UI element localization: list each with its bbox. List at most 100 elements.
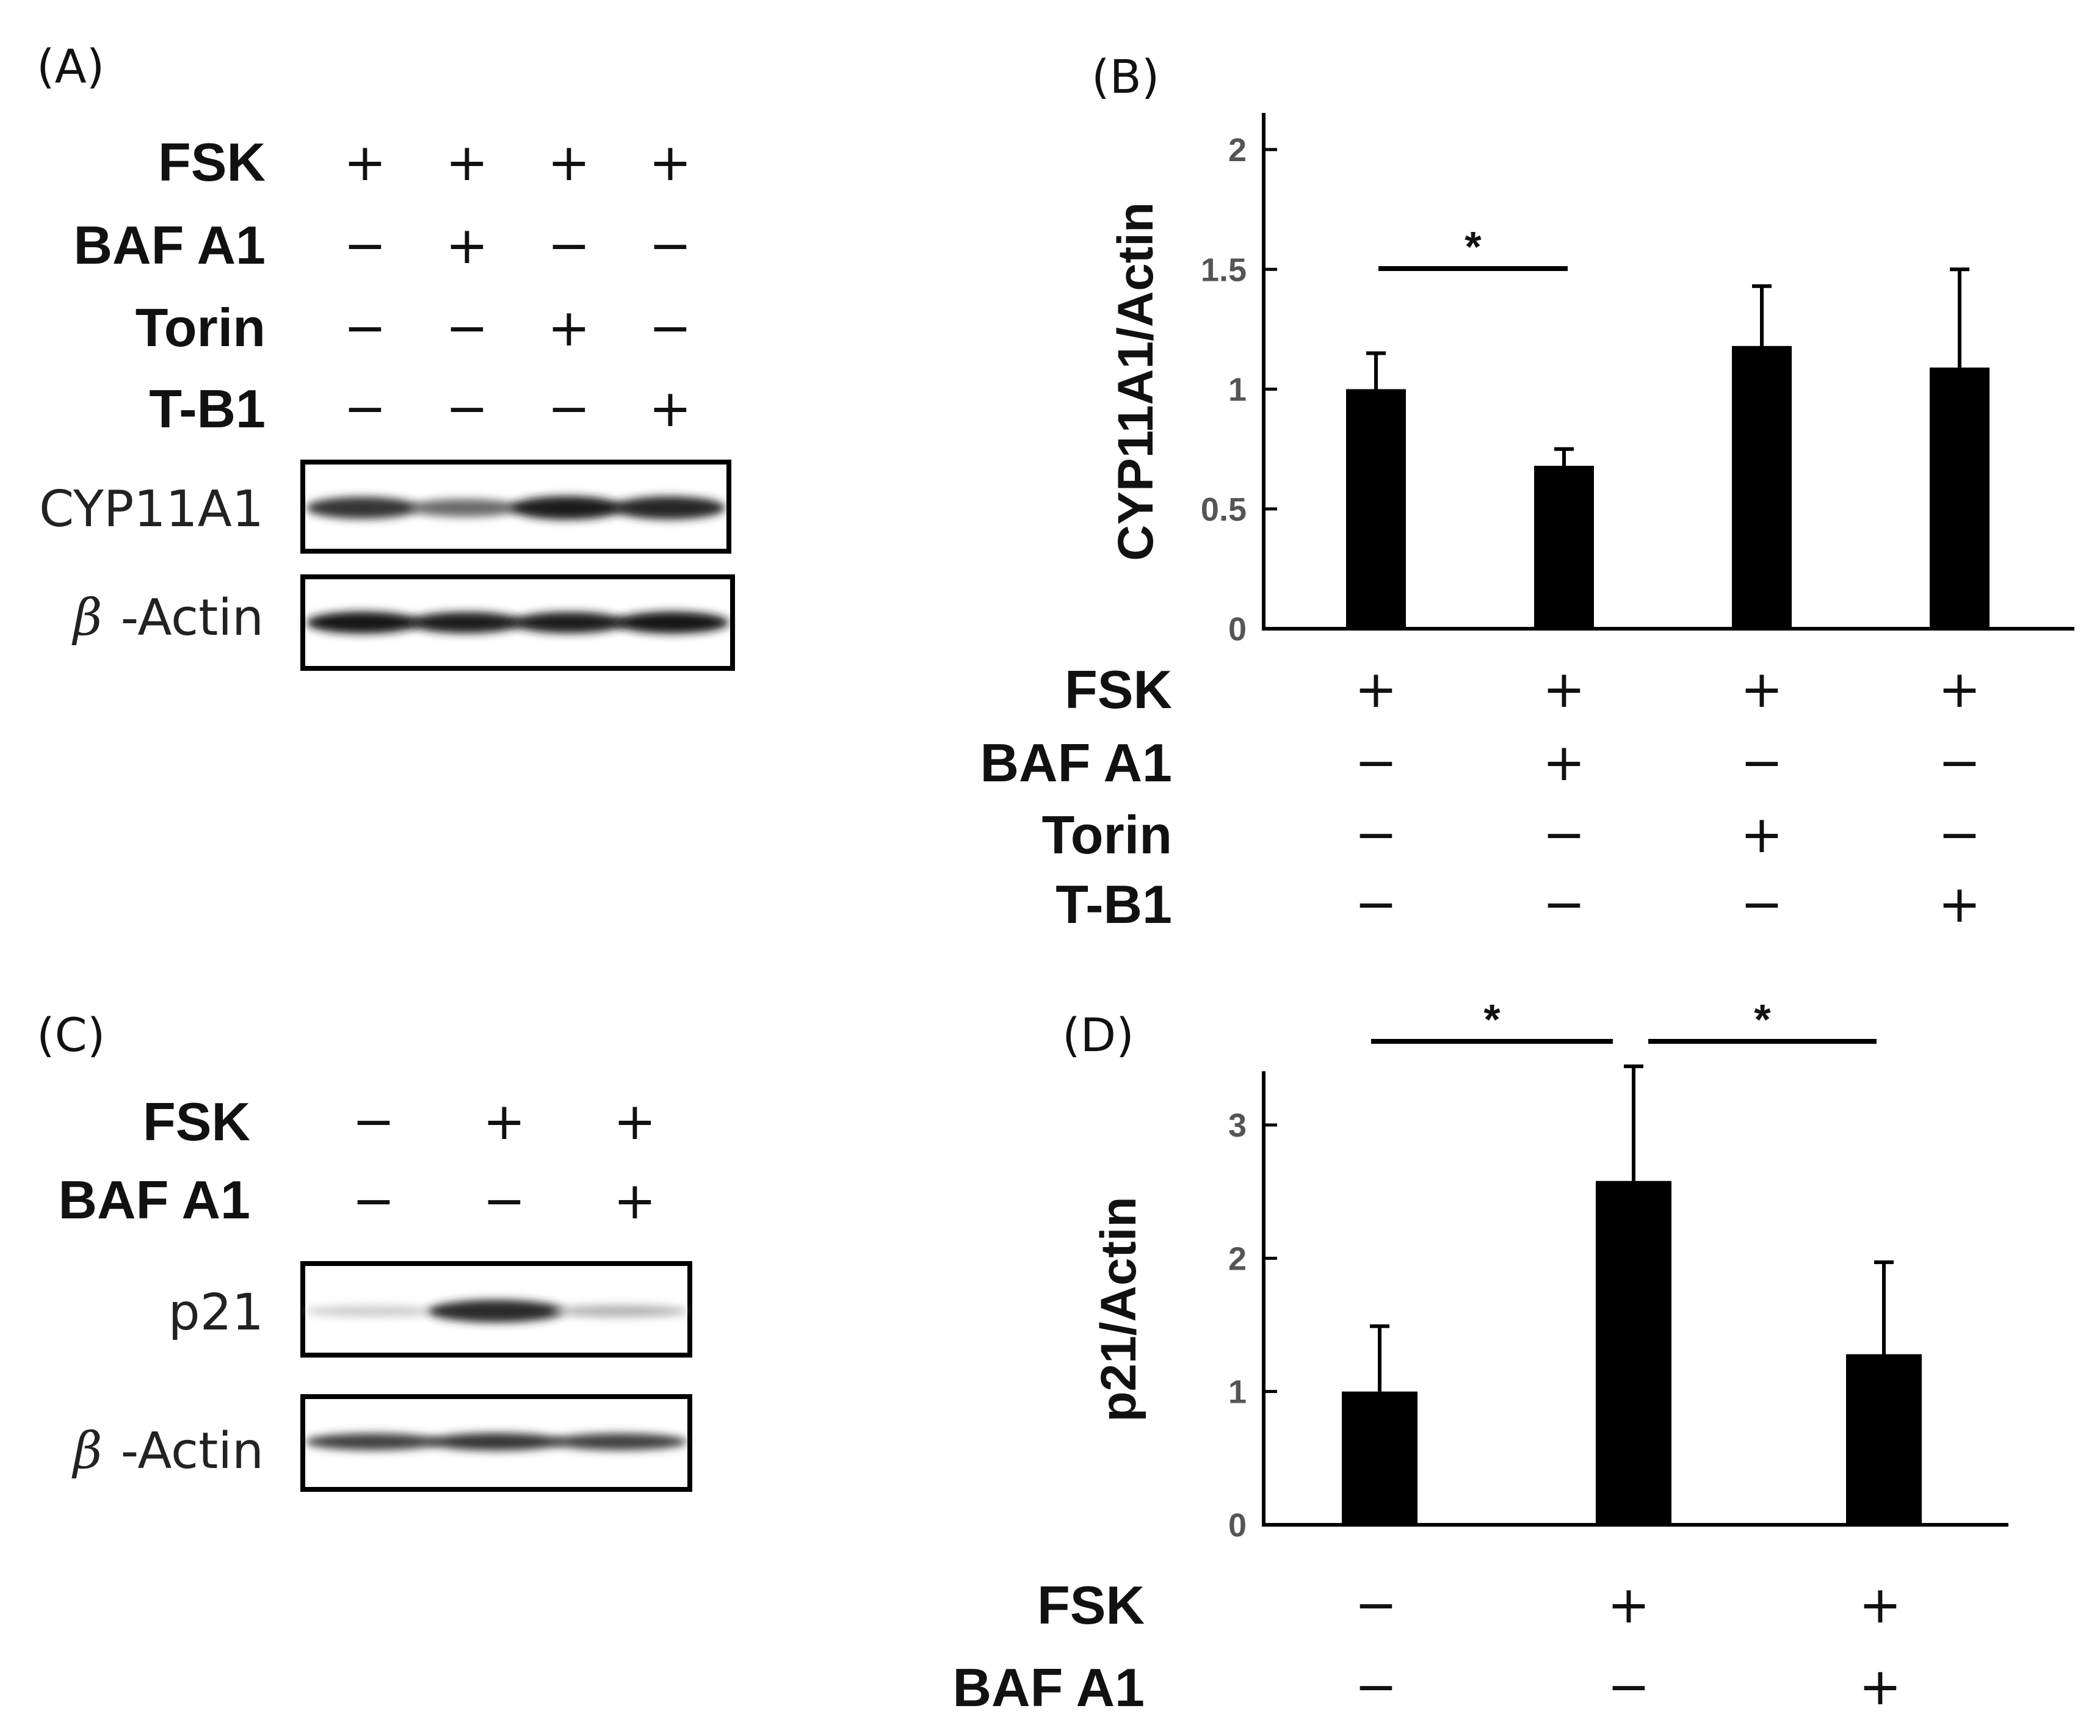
y-tick-label: 0 bbox=[1228, 1507, 1247, 1544]
y-tick-label: 1 bbox=[1228, 372, 1247, 408]
b-bafa1-bar2: + bbox=[1543, 732, 1585, 792]
band-lane-2 bbox=[408, 499, 521, 517]
band-lane-3 bbox=[551, 1304, 688, 1318]
panel-c: (C) FSK BAF A1 − + + − − + p21 β -Actin bbox=[37, 1008, 692, 1492]
blot-cyp11a1: CYP11A1 bbox=[39, 460, 731, 554]
d-fsk-bar3: + bbox=[1859, 1575, 1902, 1635]
chart-d-condition-table: FSK BAF A1 − + + − − + bbox=[952, 1575, 1902, 1718]
chart-b-ylabel: CYP11A1/Actin bbox=[1108, 202, 1164, 561]
bar-2 bbox=[1534, 466, 1594, 629]
band-lane-1 bbox=[306, 496, 419, 519]
significance-star: * bbox=[1465, 223, 1482, 270]
a-fsk-lane4: + bbox=[649, 132, 692, 192]
b-torin-bar2: − bbox=[1543, 805, 1585, 864]
b-fsk-bar1: + bbox=[1355, 659, 1397, 719]
band-lane-3 bbox=[512, 612, 626, 634]
panel-c-condition-table: FSK BAF A1 − + + − − + bbox=[58, 1091, 656, 1231]
b-bafa1-bar1: − bbox=[1355, 732, 1397, 792]
a-tb1-lane3: − bbox=[548, 378, 590, 438]
y-tick-label: 0.5 bbox=[1201, 491, 1247, 528]
band-lane-3 bbox=[551, 1433, 688, 1450]
band-lane-2 bbox=[409, 612, 523, 634]
b-bafa1-bar3: − bbox=[1740, 732, 1783, 792]
c-bafa1-lane1: − bbox=[352, 1171, 395, 1231]
blot-actin-c-bands bbox=[305, 1433, 688, 1451]
b-row-label-fsk: FSK bbox=[1065, 659, 1172, 720]
a-row-label-tb1: T-B1 bbox=[149, 378, 266, 439]
d-row-label-bafa1: BAF A1 bbox=[952, 1657, 1145, 1718]
d-fsk-bar2: + bbox=[1607, 1575, 1650, 1635]
bar-2 bbox=[1596, 1181, 1671, 1525]
panel-b-label: (B) bbox=[1092, 49, 1159, 104]
c-fsk-lane3: + bbox=[614, 1091, 656, 1151]
blot-actin-a-label: -Actin bbox=[121, 589, 264, 647]
blot-p21-label: p21 bbox=[168, 1284, 264, 1342]
bar-4 bbox=[1930, 367, 1990, 629]
chart-b: 0 0.5 1 1.5 2 * bbox=[1201, 113, 2074, 648]
b-fsk-bar4: + bbox=[1938, 659, 1981, 719]
blot-p21-bands bbox=[305, 1300, 688, 1323]
b-torin-bar3: + bbox=[1740, 805, 1783, 864]
panel-c-label: (C) bbox=[37, 1008, 105, 1062]
b-tb1-bar4: + bbox=[1938, 874, 1981, 934]
a-torin-lane1: − bbox=[344, 298, 386, 358]
chart-d-ylabel: p21/Actin bbox=[1091, 1196, 1146, 1422]
band-lane-1 bbox=[305, 1433, 441, 1450]
significance-star: * bbox=[1483, 996, 1501, 1043]
a-fsk-lane3: + bbox=[548, 132, 590, 192]
b-tb1-bar3: − bbox=[1740, 874, 1783, 934]
y-tick-label: 2 bbox=[1228, 1240, 1247, 1277]
blot-actin-a: β -Actin bbox=[71, 574, 735, 671]
a-bafa1-lane2: + bbox=[446, 215, 488, 275]
band-lane-2 bbox=[428, 1300, 565, 1323]
c-fsk-lane1: − bbox=[352, 1091, 395, 1151]
band-lane-4 bbox=[615, 612, 730, 634]
y-tick-label: 1.5 bbox=[1201, 251, 1247, 288]
y-tick-label: 3 bbox=[1228, 1107, 1247, 1144]
b-row-label-torin: Torin bbox=[1042, 805, 1172, 865]
d-fsk-bar1: − bbox=[1355, 1575, 1397, 1635]
a-torin-lane4: − bbox=[649, 298, 692, 358]
panel-a-condition-table: FSK BAF A1 Torin T-B1 + + + + − + − − − … bbox=[73, 132, 692, 439]
d-bafa1-bar1: − bbox=[1355, 1657, 1397, 1716]
bar-1 bbox=[1346, 389, 1406, 629]
a-tb1-lane4: + bbox=[649, 378, 692, 438]
beta-symbol-a: β bbox=[71, 589, 102, 647]
a-fsk-lane2: + bbox=[446, 132, 488, 192]
panel-d-label: (D) bbox=[1062, 1008, 1134, 1062]
c-row-label-bafa1: BAF A1 bbox=[58, 1170, 250, 1230]
c-bafa1-lane3: + bbox=[614, 1171, 656, 1231]
a-row-label-fsk: FSK bbox=[158, 132, 266, 192]
panel-b: (B) CYP11A1/Actin 0 0.5 1 1.5 2 * FSK BAF A1 … bbox=[980, 49, 2074, 935]
significance-star: * bbox=[1754, 996, 1771, 1043]
b-tb1-bar1: − bbox=[1355, 874, 1397, 934]
band-lane-4 bbox=[613, 496, 726, 519]
blot-cyp11a1-bands bbox=[306, 496, 726, 520]
panel-a: (A) FSK BAF A1 Torin T-B1 + + + + − + − … bbox=[37, 39, 735, 671]
b-row-label-bafa1: BAF A1 bbox=[980, 732, 1172, 793]
a-bafa1-lane1: − bbox=[344, 215, 386, 275]
blot-actin-a-bands bbox=[306, 612, 730, 634]
a-row-label-torin: Torin bbox=[136, 297, 266, 358]
b-torin-bar1: − bbox=[1355, 805, 1397, 864]
d-bafa1-bar3: + bbox=[1859, 1657, 1902, 1716]
panel-d: (D) p21/Actin 0 1 2 3 * * FSK BAF A1 − + + − … bbox=[952, 996, 2008, 1718]
a-bafa1-lane3: − bbox=[548, 215, 590, 275]
a-tb1-lane1: − bbox=[344, 378, 386, 438]
b-fsk-bar3: + bbox=[1740, 659, 1783, 719]
bar-3 bbox=[1732, 345, 1792, 629]
b-bafa1-bar4: − bbox=[1938, 732, 1981, 792]
b-tb1-bar2: − bbox=[1543, 874, 1585, 934]
a-torin-lane3: + bbox=[548, 298, 590, 358]
band-lane-1 bbox=[305, 1306, 441, 1317]
chart-b-condition-table: FSK BAF A1 Torin T-B1 + + + + − + − − − … bbox=[980, 659, 1981, 935]
b-fsk-bar2: + bbox=[1543, 659, 1585, 719]
band-lane-3 bbox=[510, 496, 623, 520]
y-tick-label: 2 bbox=[1228, 132, 1247, 168]
c-bafa1-lane2: − bbox=[483, 1171, 526, 1231]
y-tick-label: 0 bbox=[1228, 611, 1247, 648]
bar-1 bbox=[1342, 1391, 1418, 1525]
blot-p21: p21 bbox=[168, 1261, 692, 1358]
